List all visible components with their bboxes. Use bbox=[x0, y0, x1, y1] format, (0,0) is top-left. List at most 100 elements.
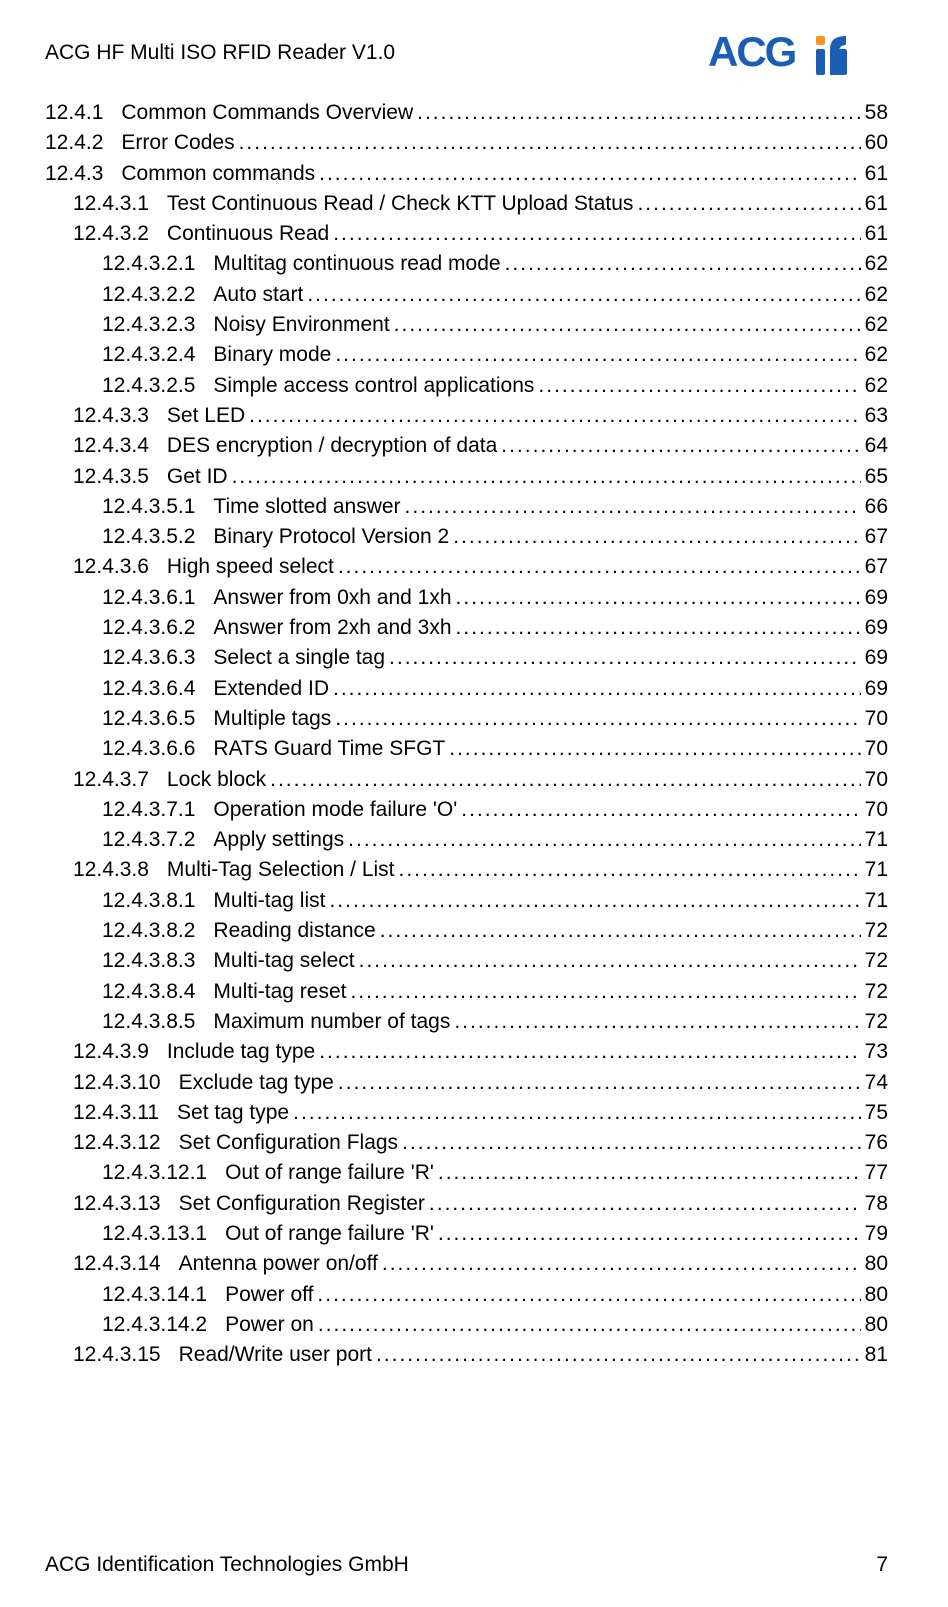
toc-entry[interactable]: 12.4.3.6.4Extended ID69 bbox=[45, 678, 888, 699]
toc-entry[interactable]: 12.4.3.11Set tag type75 bbox=[45, 1102, 888, 1123]
toc-entry-page: 79 bbox=[861, 1223, 888, 1244]
toc-entry[interactable]: 12.4.3.6.5Multiple tags70 bbox=[45, 708, 888, 729]
toc-entry[interactable]: 12.4.3.14.1Power off80 bbox=[45, 1284, 888, 1305]
toc-entry-page: 69 bbox=[861, 647, 888, 668]
toc-entry-number: 12.4.3.2 bbox=[73, 223, 167, 244]
toc-entry[interactable]: 12.4.2Error Codes60 bbox=[45, 132, 888, 153]
toc-entry-title: Error Codes bbox=[121, 132, 234, 153]
page-footer: ACG Identification Technologies GmbH 7 bbox=[45, 1553, 888, 1577]
toc-leader-dots bbox=[425, 1193, 861, 1214]
toc-entry[interactable]: 12.4.3.6.6RATS Guard Time SFGT70 bbox=[45, 738, 888, 759]
toc-entry-page: 80 bbox=[861, 1314, 888, 1335]
toc-entry-page: 67 bbox=[861, 556, 888, 577]
toc-leader-dots bbox=[346, 981, 860, 1002]
toc-leader-dots bbox=[378, 1253, 861, 1274]
toc-entry[interactable]: 12.4.3.2.3Noisy Environment62 bbox=[45, 314, 888, 335]
toc-entry-number: 12.4.3.5.1 bbox=[102, 496, 213, 517]
toc-entry-page: 62 bbox=[861, 314, 888, 335]
toc-entry[interactable]: 12.4.3.6.3Select a single tag69 bbox=[45, 647, 888, 668]
toc-leader-dots bbox=[449, 526, 860, 547]
toc-entry[interactable]: 12.4.3.14.2Power on80 bbox=[45, 1314, 888, 1335]
toc-entry-number: 12.4.3.8.4 bbox=[102, 981, 213, 1002]
toc-entry[interactable]: 12.4.3.8.4Multi-tag reset 72 bbox=[45, 981, 888, 1002]
toc-entry-number: 12.4.3.6.6 bbox=[102, 738, 213, 759]
toc-entry[interactable]: 12.4.3.2.5Simple access control applicat… bbox=[45, 375, 888, 396]
toc-entry[interactable]: 12.4.3.14Antenna power on/off80 bbox=[45, 1253, 888, 1274]
toc-entry[interactable]: 12.4.3.7Lock block70 bbox=[45, 769, 888, 790]
toc-entry[interactable]: 12.4.3.8.5Maximum number of tags72 bbox=[45, 1011, 888, 1032]
toc-entry[interactable]: 12.4.3.5Get ID65 bbox=[45, 466, 888, 487]
toc-entry-number: 12.4.3.12.1 bbox=[102, 1162, 225, 1183]
toc-entry[interactable]: 12.4.3.8.3Multi-tag select72 bbox=[45, 950, 888, 971]
toc-entry-number: 12.4.3.8.3 bbox=[102, 950, 213, 971]
toc-entry-title: Set Configuration Flags bbox=[179, 1132, 398, 1153]
toc-entry[interactable]: 12.4.3.13.1Out of range failure 'R'79 bbox=[45, 1223, 888, 1244]
toc-leader-dots bbox=[334, 556, 861, 577]
toc-entry[interactable]: 12.4.3.3Set LED63 bbox=[45, 405, 888, 426]
toc-entry[interactable]: 12.4.3.12Set Configuration Flags76 bbox=[45, 1132, 888, 1153]
toc-entry[interactable]: 12.4.3.8.1Multi-tag list71 bbox=[45, 890, 888, 911]
toc-leader-dots bbox=[228, 466, 861, 487]
toc-entry-title: Common Commands Overview bbox=[121, 102, 413, 123]
toc-entry-number: 12.4.3.8 bbox=[73, 859, 167, 880]
toc-entry[interactable]: 12.4.3.9Include tag type73 bbox=[45, 1041, 888, 1062]
toc-entry[interactable]: 12.4.3.8.2Reading distance72 bbox=[45, 920, 888, 941]
toc-entry[interactable]: 12.4.3.2Continuous Read61 bbox=[45, 223, 888, 244]
toc-entry[interactable]: 12.4.3.5.1Time slotted answer66 bbox=[45, 496, 888, 517]
toc-entry[interactable]: 12.4.3.13Set Configuration Register78 bbox=[45, 1193, 888, 1214]
toc-leader-dots bbox=[434, 1162, 861, 1183]
toc-entry[interactable]: 12.4.3.2.2Auto start62 bbox=[45, 284, 888, 305]
toc-entry-title: Multi-Tag Selection / List bbox=[167, 859, 395, 880]
toc-entry-title: Reading distance bbox=[213, 920, 375, 941]
toc-entry[interactable]: 12.4.3.1Test Continuous Read / Check KTT… bbox=[45, 193, 888, 214]
toc-entry-page: 67 bbox=[861, 526, 888, 547]
toc-entry-page: 81 bbox=[861, 1344, 888, 1365]
toc-entry-title: Power on bbox=[225, 1314, 314, 1335]
toc-entry-page: 62 bbox=[861, 253, 888, 274]
toc-entry-number: 12.4.3.2.3 bbox=[102, 314, 213, 335]
toc-leader-dots bbox=[331, 344, 860, 365]
toc-entry[interactable]: 12.4.3Common commands61 bbox=[45, 163, 888, 184]
toc-entry[interactable]: 12.4.3.6.1Answer from 0xh and 1xh69 bbox=[45, 587, 888, 608]
toc-entry[interactable]: 12.4.3.10Exclude tag type74 bbox=[45, 1072, 888, 1093]
toc-leader-dots bbox=[372, 1344, 861, 1365]
toc-entry-title: Out of range failure 'R' bbox=[225, 1223, 434, 1244]
toc-entry[interactable]: 12.4.1Common Commands Overview58 bbox=[45, 102, 888, 123]
toc-entry-title: Set Configuration Register bbox=[179, 1193, 425, 1214]
toc-entry-page: 72 bbox=[861, 981, 888, 1002]
toc-entry-title: Antenna power on/off bbox=[179, 1253, 378, 1274]
toc-entry[interactable]: 12.4.3.6.2Answer from 2xh and 3xh69 bbox=[45, 617, 888, 638]
toc-entry[interactable]: 12.4.3.7.1Operation mode failure 'O'70 bbox=[45, 799, 888, 820]
toc-entry-number: 12.4.3 bbox=[45, 163, 121, 184]
toc-entry-page: 70 bbox=[861, 799, 888, 820]
toc-entry[interactable]: 12.4.3.7.2Apply settings71 bbox=[45, 829, 888, 850]
toc-entry[interactable]: 12.4.3.2.4Binary mode62 bbox=[45, 344, 888, 365]
toc-entry[interactable]: 12.4.3.2.1Multitag continuous read mode6… bbox=[45, 253, 888, 274]
toc-entry-number: 12.4.3.8.2 bbox=[102, 920, 213, 941]
toc-leader-dots bbox=[497, 435, 860, 456]
toc-entry-number: 12.4.3.4 bbox=[73, 435, 167, 456]
toc-leader-dots bbox=[313, 1284, 860, 1305]
toc-leader-dots bbox=[355, 950, 861, 971]
toc-entry-title: Select a single tag bbox=[213, 647, 385, 668]
toc-entry[interactable]: 12.4.3.6High speed select67 bbox=[45, 556, 888, 577]
toc-leader-dots bbox=[331, 708, 860, 729]
toc-leader-dots bbox=[445, 738, 860, 759]
toc-entry-page: 80 bbox=[861, 1253, 888, 1274]
toc-entry[interactable]: 12.4.3.8Multi-Tag Selection / List71 bbox=[45, 859, 888, 880]
toc-entry-number: 12.4.3.12 bbox=[73, 1132, 179, 1153]
logo-icon: ACG bbox=[708, 30, 888, 76]
toc-entry[interactable]: 12.4.3.15Read/Write user port81 bbox=[45, 1344, 888, 1365]
toc-entry-page: 61 bbox=[861, 193, 888, 214]
toc-entry[interactable]: 12.4.3.5.2Binary Protocol Version 267 bbox=[45, 526, 888, 547]
footer-company: ACG Identification Technologies GmbH bbox=[45, 1553, 409, 1577]
toc-entry-page: 64 bbox=[861, 435, 888, 456]
toc-entry-page: 62 bbox=[861, 284, 888, 305]
toc-entry-title: Multi-tag reset bbox=[213, 981, 346, 1002]
toc-entry-page: 58 bbox=[861, 102, 888, 123]
toc-entry-number: 12.4.3.1 bbox=[73, 193, 167, 214]
toc-entry[interactable]: 12.4.3.4DES encryption / decryption of d… bbox=[45, 435, 888, 456]
brand-logo: ACG bbox=[708, 30, 888, 76]
toc-entry[interactable]: 12.4.3.12.1Out of range failure 'R'77 bbox=[45, 1162, 888, 1183]
toc-leader-dots bbox=[390, 314, 861, 335]
